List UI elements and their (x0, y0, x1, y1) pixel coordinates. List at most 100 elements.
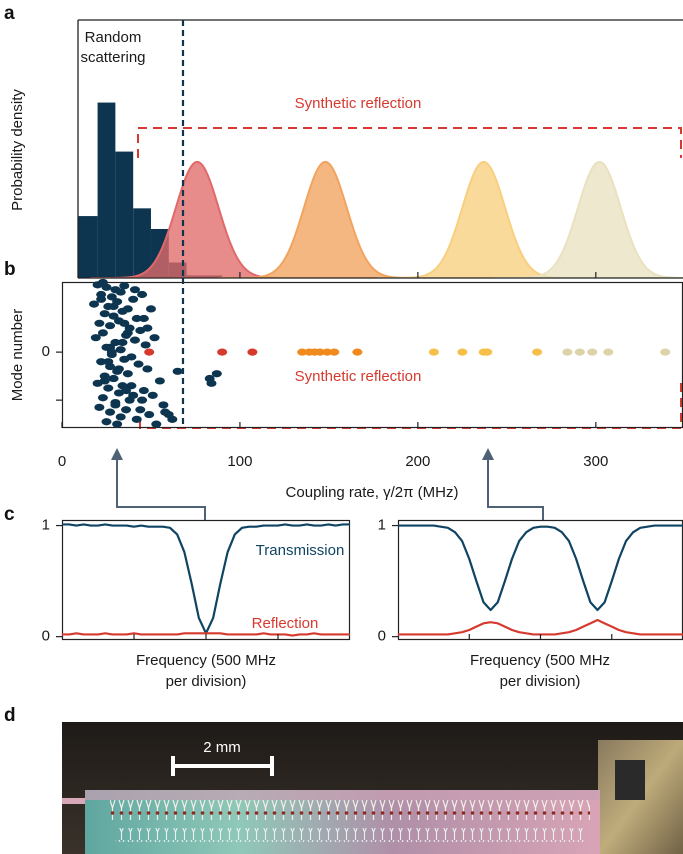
scatter-point (206, 379, 217, 387)
series-label: Reflection (252, 615, 319, 632)
curves (90, 160, 683, 278)
scatter-point (151, 420, 162, 428)
scatter-point (532, 348, 543, 356)
scatter-point (154, 377, 165, 385)
scatter-point (142, 324, 153, 332)
x-axis-label: Frequency (500 MHz (470, 652, 610, 669)
scatter-point (101, 418, 112, 426)
scatter-point (315, 348, 326, 356)
scatter-point (428, 348, 439, 356)
scatter-point (562, 348, 573, 356)
y-tick-label: 0 (378, 628, 386, 645)
scatter-point (89, 300, 100, 308)
scatter-point (108, 302, 119, 311)
y-tick-label: 1 (42, 517, 50, 534)
y-axis-label: Probability density (9, 89, 26, 211)
scatter-point (149, 334, 160, 342)
scatter-point (115, 413, 126, 421)
scatter-point (144, 410, 155, 419)
annotation: Synthetic reflection (295, 368, 422, 385)
scatter-point (352, 348, 363, 356)
scatter-point (90, 334, 101, 342)
scatter-point (110, 401, 121, 409)
scatter-point (115, 288, 126, 296)
scatter-point (167, 415, 178, 423)
scatter-point (297, 348, 308, 356)
y-tick-label: 1 (378, 517, 386, 534)
x-tick-label: 200 (405, 453, 430, 470)
y-tick-label: 0 (42, 628, 50, 645)
scatter-point (97, 329, 108, 337)
scatter-point (172, 367, 183, 375)
scatter-point (133, 360, 144, 368)
scatter-point (128, 295, 139, 303)
scatter-point (119, 355, 130, 363)
histogram-bar (115, 151, 134, 278)
scatter-point (108, 374, 119, 383)
scatter-point (121, 386, 132, 395)
scatter-point (94, 403, 105, 411)
scatter-point (129, 286, 140, 294)
scatter-point (135, 406, 146, 414)
scatter-point (97, 394, 108, 402)
gaussian-curve (218, 160, 433, 278)
scatter-point (140, 341, 151, 349)
scatter-point (121, 406, 132, 414)
histogram-bar (97, 102, 116, 278)
scatter-point (603, 348, 614, 356)
scatter-point (158, 401, 169, 409)
x-tick-label: 0 (58, 453, 66, 470)
scatter-point (105, 343, 116, 351)
line-series (398, 524, 683, 612)
x-tick-label: 100 (227, 453, 252, 470)
scatter-point (322, 348, 333, 356)
photo: 2 mm (62, 722, 683, 854)
scatter-point (660, 348, 671, 356)
scatter-point (110, 338, 121, 347)
scatter-point (113, 365, 124, 373)
plot-frame (397, 519, 683, 641)
panel-label: c (4, 504, 15, 525)
scatter-point (138, 386, 149, 395)
scatter-point (147, 391, 158, 399)
x-axis-label: Frequency (500 MHz (136, 652, 276, 669)
scatter-point (457, 348, 468, 356)
scatter-point (131, 415, 142, 423)
annotation: scattering (80, 49, 145, 66)
scatter-point (247, 348, 258, 356)
scatter-point (99, 310, 110, 318)
histogram-bar (133, 208, 151, 278)
scatter-point (96, 295, 107, 303)
scatter-point (124, 396, 135, 404)
y-tick-label: 0 (42, 343, 50, 360)
scatter-point (117, 307, 128, 315)
panel-label: d (4, 705, 16, 726)
x-axis-label: Coupling rate, γ/2π (MHz) (286, 484, 459, 501)
scatter-point (105, 408, 116, 416)
scatter-point (119, 282, 130, 290)
scatter-point (138, 314, 149, 323)
synthetic-region (137, 127, 682, 158)
scatter-point (142, 365, 153, 373)
scatter-point (137, 290, 148, 299)
x-tick-label: 300 (583, 453, 608, 470)
scatter-point (119, 319, 130, 327)
y-axis-label: Mode number (9, 309, 26, 402)
panel-label: a (4, 3, 15, 24)
scatter-point (126, 382, 137, 390)
scatter-point (122, 370, 133, 378)
histogram-bar (78, 216, 98, 278)
scatter-point (103, 384, 114, 392)
fiber (62, 798, 88, 804)
scatter-point (112, 420, 123, 428)
chip-edge (85, 790, 600, 800)
scatter-point (106, 293, 117, 301)
connector-arrow (111, 448, 206, 520)
scatter-point (122, 329, 133, 337)
scatter-point (105, 322, 116, 330)
scatter-point (145, 305, 156, 313)
scatter-point (129, 336, 140, 344)
scatter-point (108, 312, 119, 320)
